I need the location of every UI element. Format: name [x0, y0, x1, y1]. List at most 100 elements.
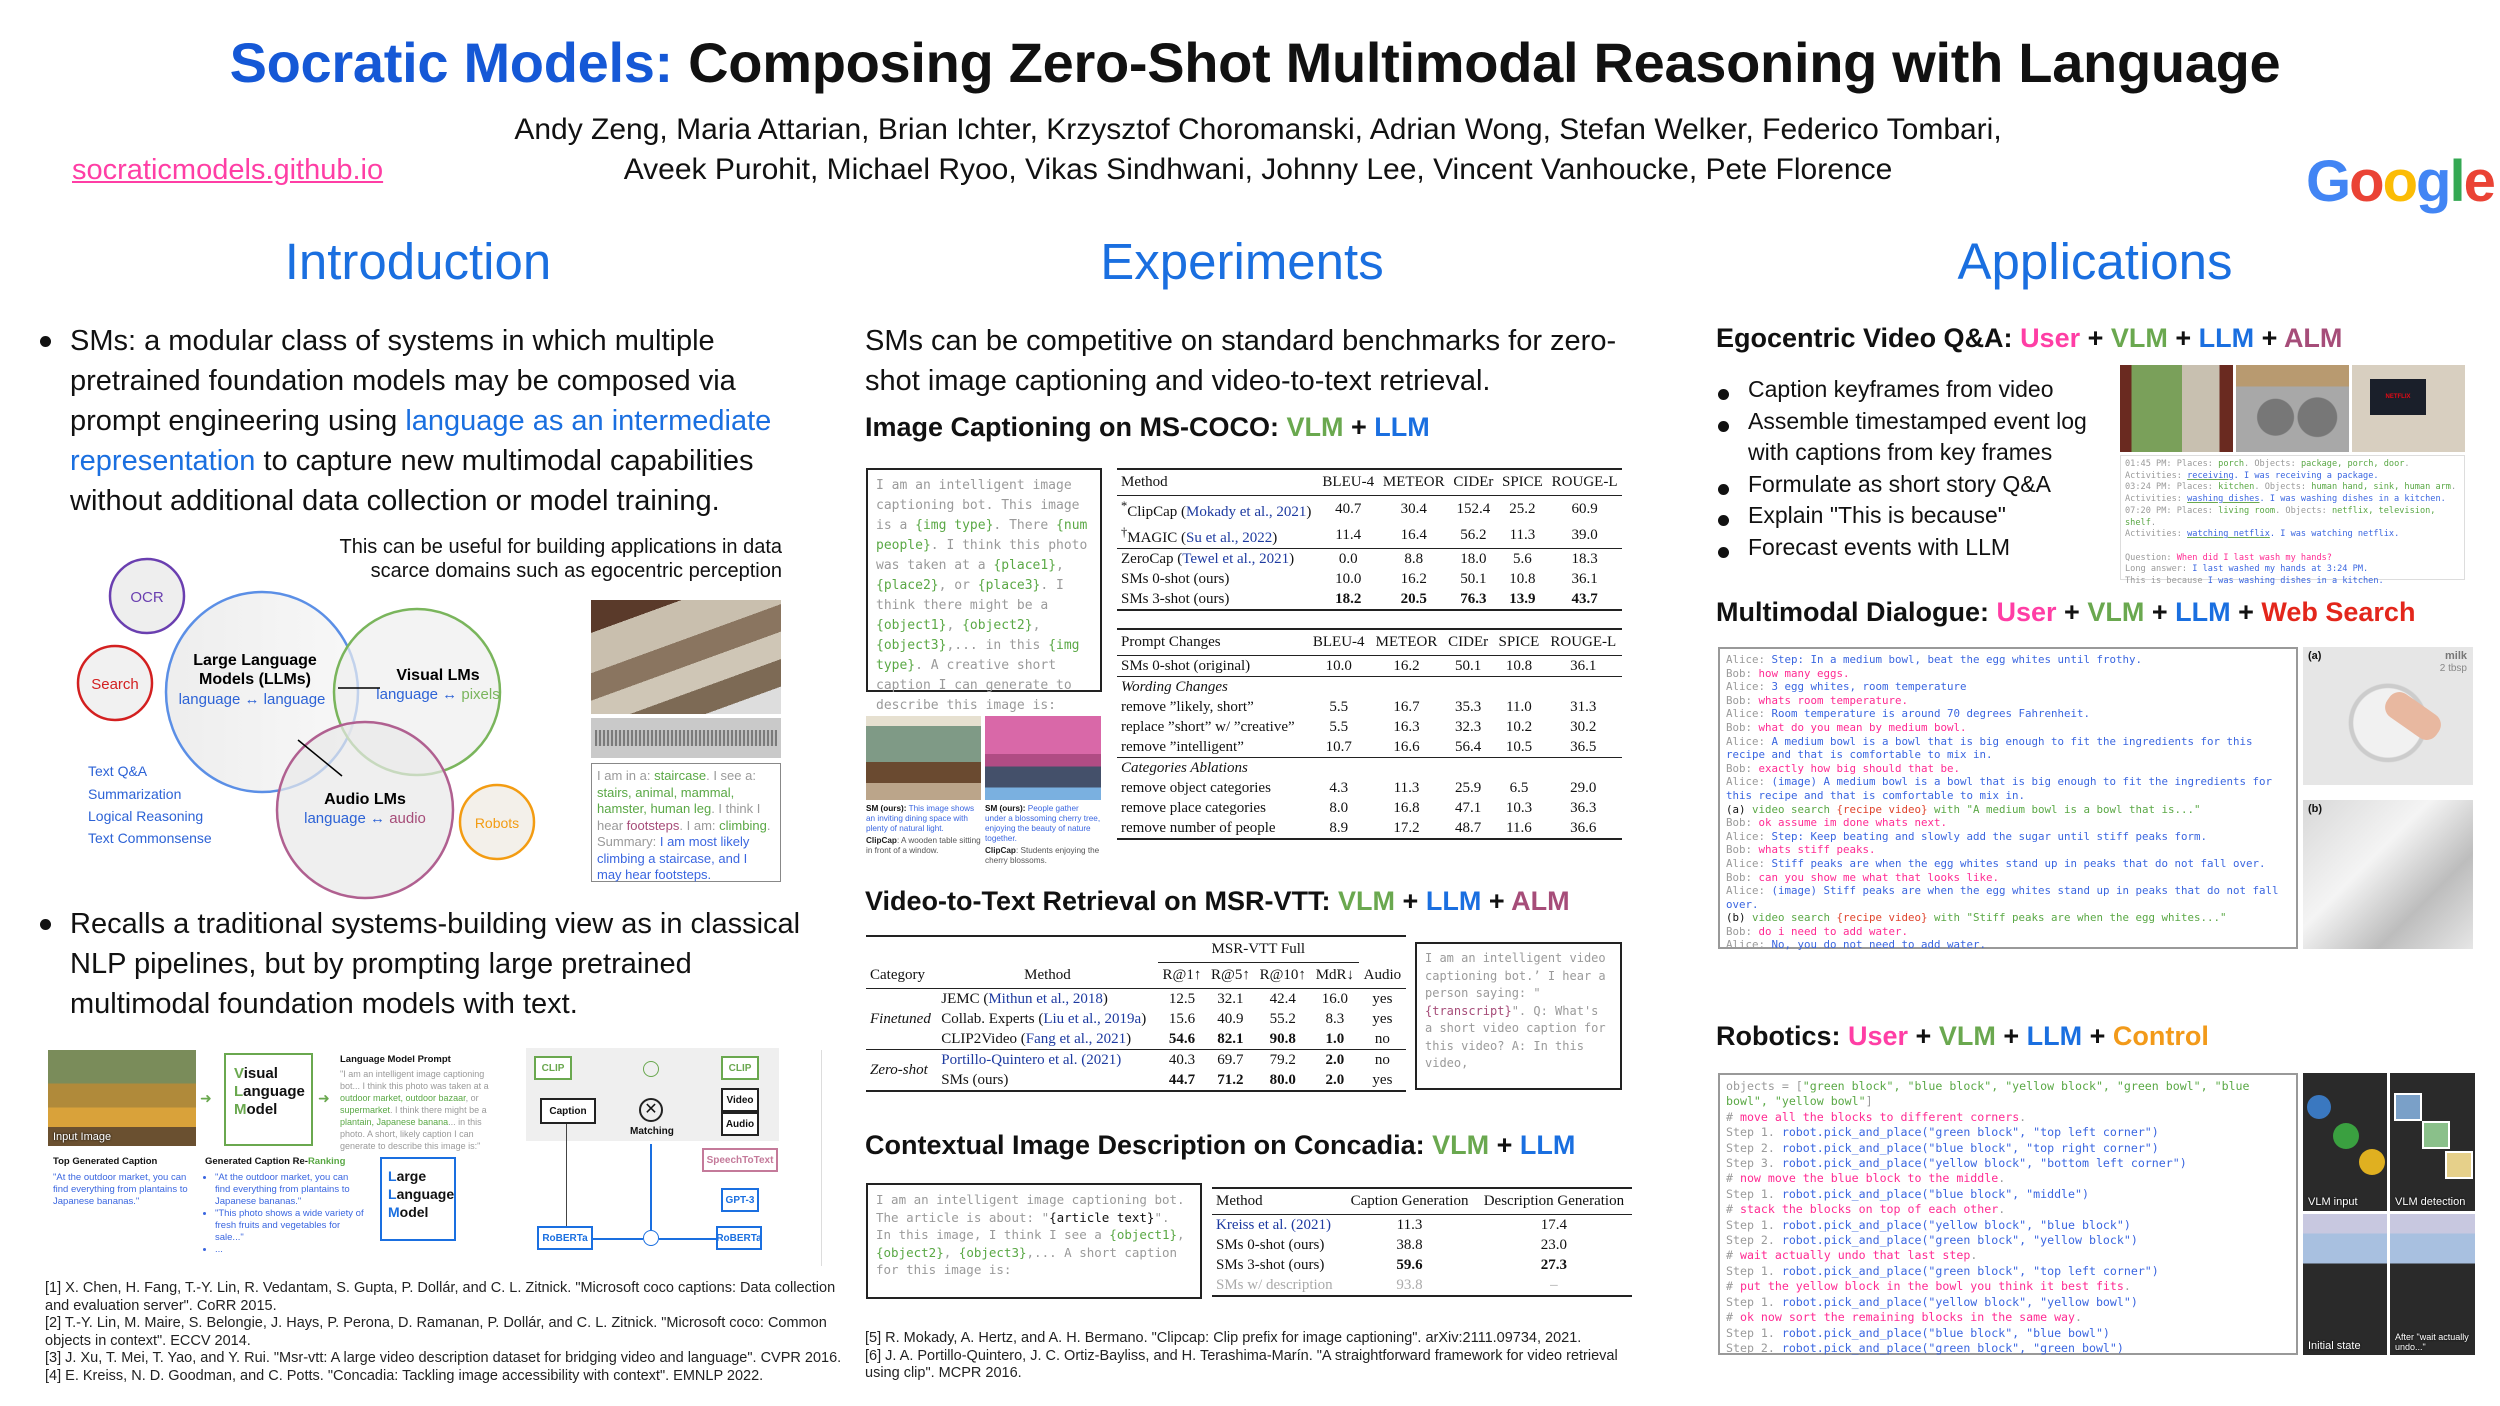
text-line: Alice: Stiff peaks are when the egg whit…: [1726, 857, 2290, 871]
ego-bullet: Caption keyframes from video: [1718, 374, 2113, 406]
value-cell: 10.8: [1505, 658, 1533, 674]
value-cell: 12.5: [1168, 991, 1196, 1007]
text-segment: ]: [1865, 1094, 1873, 1109]
text-line: Alice: No, you do not need to add water.: [1726, 938, 2290, 952]
experiments-intro: SMs can be competitive on standard bench…: [865, 325, 1617, 397]
text-segment: L: [388, 1186, 397, 1202]
text-segment: {transcript}: [1425, 1003, 1512, 1018]
value-cell: 13.9: [1509, 591, 1536, 607]
text-line: Step 1. robot.pick_and_place("green bloc…: [1726, 1264, 2290, 1279]
table-row: SMs 0-shot (ours) 38.8 23.0: [1212, 1235, 1632, 1255]
rerank-title-b: Ranking: [307, 1156, 346, 1167]
text-line: Bob: how many eggs.: [1726, 667, 2290, 681]
text-segment: . I was watching netflix.: [2269, 529, 2400, 540]
text-segment: arge: [396, 1168, 427, 1184]
value-cell: 10.2: [1505, 719, 1533, 735]
text-segment: move all the blocks to different corners: [1739, 1109, 2020, 1124]
text-segment: "I am an intelligent image captioning bo…: [340, 1069, 489, 1091]
method-name: Collab. Experts: [941, 1011, 1039, 1027]
results-table: Prompt Changes BLEU-4 METEOR CIDEr SPICE ROUG…: [1117, 628, 1622, 840]
column-header: Method: [1121, 474, 1168, 490]
text-line: # wait actually undo that last step.: [1726, 1248, 2290, 1263]
text-segment: +: [2080, 323, 2111, 353]
text-segment: Activities:: [2125, 494, 2188, 505]
task-label: Logical Reasoning: [88, 808, 203, 824]
coco-prompt-box: I am an intelligent image captioning bot…: [866, 468, 1102, 713]
text-segment: with "Stiff peaks are when the egg white…: [1927, 911, 2227, 925]
value-cell: 36.1: [1570, 658, 1597, 674]
text-line: Question: When did I last wash my hands?: [2125, 553, 2460, 565]
method-cell: Portillo-Quintero et al. (2021): [937, 1050, 1157, 1071]
column-header: SPICE: [1501, 474, 1543, 490]
text-segment: VLM: [1432, 1130, 1490, 1160]
text-segment: (image) Stiff peaks are when the egg whi…: [1726, 884, 2286, 911]
text-segment: Egocentric Video Q&A:: [1716, 323, 2021, 353]
text-segment: language as an intermediate representati…: [70, 405, 772, 477]
prompt-title: Language Model Prompt: [340, 1054, 451, 1065]
text-segment: #: [1726, 1171, 1740, 1186]
table-group: Wording Changes remove ”likely, short” 5.5…: [1117, 676, 1622, 758]
method-name: replace ”short” w/ ”creative”: [1121, 719, 1295, 735]
value-cell: 18.2: [1335, 591, 1362, 607]
value-cell: 40.3: [1168, 1052, 1196, 1068]
text-segment: 03:24 PM: Places:: [2125, 482, 2219, 493]
table-group: Zero-shot Portillo-Quintero et al. (2021)…: [866, 1049, 1406, 1092]
connector-line: [659, 1238, 716, 1240]
title-brand: Socratic Models:: [229, 31, 674, 94]
text-line: Alice: 3 egg whites, room temperature: [1726, 680, 2290, 694]
hand-shape: [2380, 687, 2446, 745]
text-segment: +: [2167, 323, 2199, 353]
arrow-right-icon: ➜: [318, 1090, 330, 1106]
text-segment: Video-to-Text Retrieval on MSR-VTT:: [865, 886, 1339, 916]
text-segment: (image) A medium bowl is a bowl that is …: [1726, 775, 2279, 802]
text-segment: ,: [946, 618, 963, 633]
text-segment: Step: In a medium bowl, beat the egg whi…: [1771, 653, 2143, 666]
column-header: Prompt Changes: [1121, 634, 1221, 650]
column-header: CIDEr: [1453, 474, 1494, 490]
text-segment: V: [234, 1065, 244, 1082]
text-segment: human hand, sink, human arm: [2311, 482, 2451, 493]
text-segment: (a): [1726, 802, 1753, 816]
text-line: Step 2. robot.pick_and_place("blue block…: [1726, 1141, 2290, 1156]
project-link[interactable]: socraticmodels.github.io: [72, 154, 384, 186]
value-cell: 25.9: [1455, 780, 1482, 796]
text-segment: ... in this photo. A short, likely capti…: [340, 1117, 482, 1151]
text-segment: Alice:: [1726, 856, 1772, 870]
column-header: Method: [1024, 966, 1071, 983]
text-segment: VLM: [1938, 1021, 1996, 1051]
text-segment: +: [1995, 1021, 2027, 1051]
text-segment: exactly how big should that be.: [1758, 761, 1961, 775]
value-cell: 43.7: [1571, 591, 1598, 607]
event-log-box: 01:45 PM: Places: porch. Objects: packag…: [2120, 455, 2465, 586]
column-header: METEOR: [1382, 474, 1445, 490]
column-header: BLEU-4: [1312, 634, 1365, 650]
text-segment: . A creative short caption I can generat…: [876, 658, 1072, 713]
value-cell: 17.2: [1393, 820, 1420, 836]
table-row: CLIP2Video Fang et al., 2021 54.6 82.1 90.8…: [866, 1029, 1406, 1050]
text-segment: {recipe video}: [1836, 911, 1928, 925]
method-cell: SMs 0-shot (original): [1117, 656, 1307, 677]
text-segment: robot.pick_and_place("yellow block", "ye…: [1781, 1294, 2138, 1309]
value-cell: 8.0: [1329, 800, 1349, 816]
value-cell: 0.0: [1338, 551, 1358, 567]
value-cell: 54.6: [1168, 1031, 1196, 1047]
table-group: Categories Ablations remove object catego…: [1117, 757, 1622, 840]
text-segment: netflix, television, shelf: [2125, 505, 2441, 528]
table-row: ZeroCap Tewel et al., 2021 0.0 8.8 18.0 5.6 1…: [1117, 549, 1622, 570]
modality-venn-diagram: OCR Search Robots Large Language Models …: [76, 557, 536, 900]
method-name: SMs (ours): [941, 1072, 1009, 1088]
text-segment: LLM: [1374, 412, 1430, 442]
method-cell: SMs (ours): [937, 1070, 1157, 1091]
text-line: # ok now sort the remaining blocks in th…: [1726, 1310, 2290, 1325]
text-segment: staircase: [654, 768, 707, 783]
results-table: Method BLEU-4 METEOR CIDEr SPICE ROUGE-L *Clip…: [1117, 468, 1622, 611]
text-segment: ok now sort the remaining blocks in the …: [1739, 1310, 2076, 1325]
text-segment: , or: [938, 578, 978, 593]
ocr-label: OCR: [130, 589, 164, 606]
table-row: Zero-shot Portillo-Quintero et al. (2021)…: [866, 1050, 1406, 1078]
task-label: Text Commonsense: [88, 830, 212, 846]
value-cell: 10.8: [1509, 571, 1536, 587]
text-segment: +: [1908, 1021, 1939, 1051]
task-label: Summarization: [88, 786, 181, 802]
vlm-input-photo: VLM input: [2303, 1073, 2387, 1211]
